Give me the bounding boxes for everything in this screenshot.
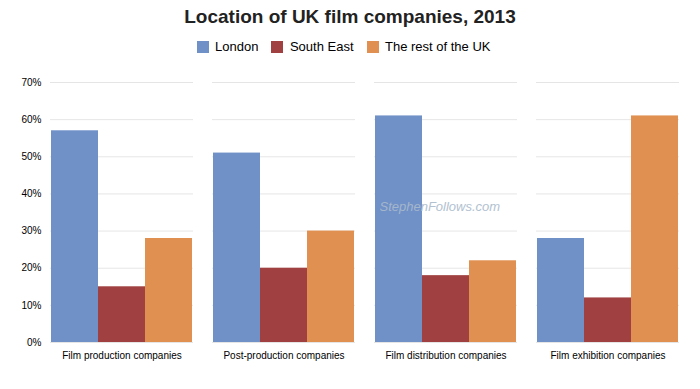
- svg-text:70%: 70%: [21, 76, 41, 87]
- html-text:The rest of the UK: The rest of the UK: [385, 39, 491, 54]
- svg-text:Film exhibition companies: Film exhibition companies: [550, 349, 665, 360]
- svg-text:60%: 60%: [21, 113, 41, 124]
- svg-text:40%: 40%: [21, 188, 41, 199]
- svg-text:0%: 0%: [27, 336, 42, 347]
- svg-text:30%: 30%: [21, 225, 41, 236]
- html-text:StephenFollows.com: StephenFollows.com: [379, 198, 501, 214]
- html-text:Location of UK film companies,: Location of UK film companies, 2013: [184, 6, 516, 27]
- html-text:South East: South East: [289, 39, 354, 54]
- svg-text:Film production companies: Film production companies: [62, 349, 182, 360]
- svg-text:Post-production companies: Post-production companies: [223, 349, 344, 360]
- svg-text:10%: 10%: [21, 299, 41, 310]
- svg-text:20%: 20%: [21, 262, 41, 273]
- svg-text:50%: 50%: [21, 150, 41, 161]
- svg-text:Film distribution companies: Film distribution companies: [385, 349, 506, 360]
- html-text:London: London: [215, 39, 259, 54]
